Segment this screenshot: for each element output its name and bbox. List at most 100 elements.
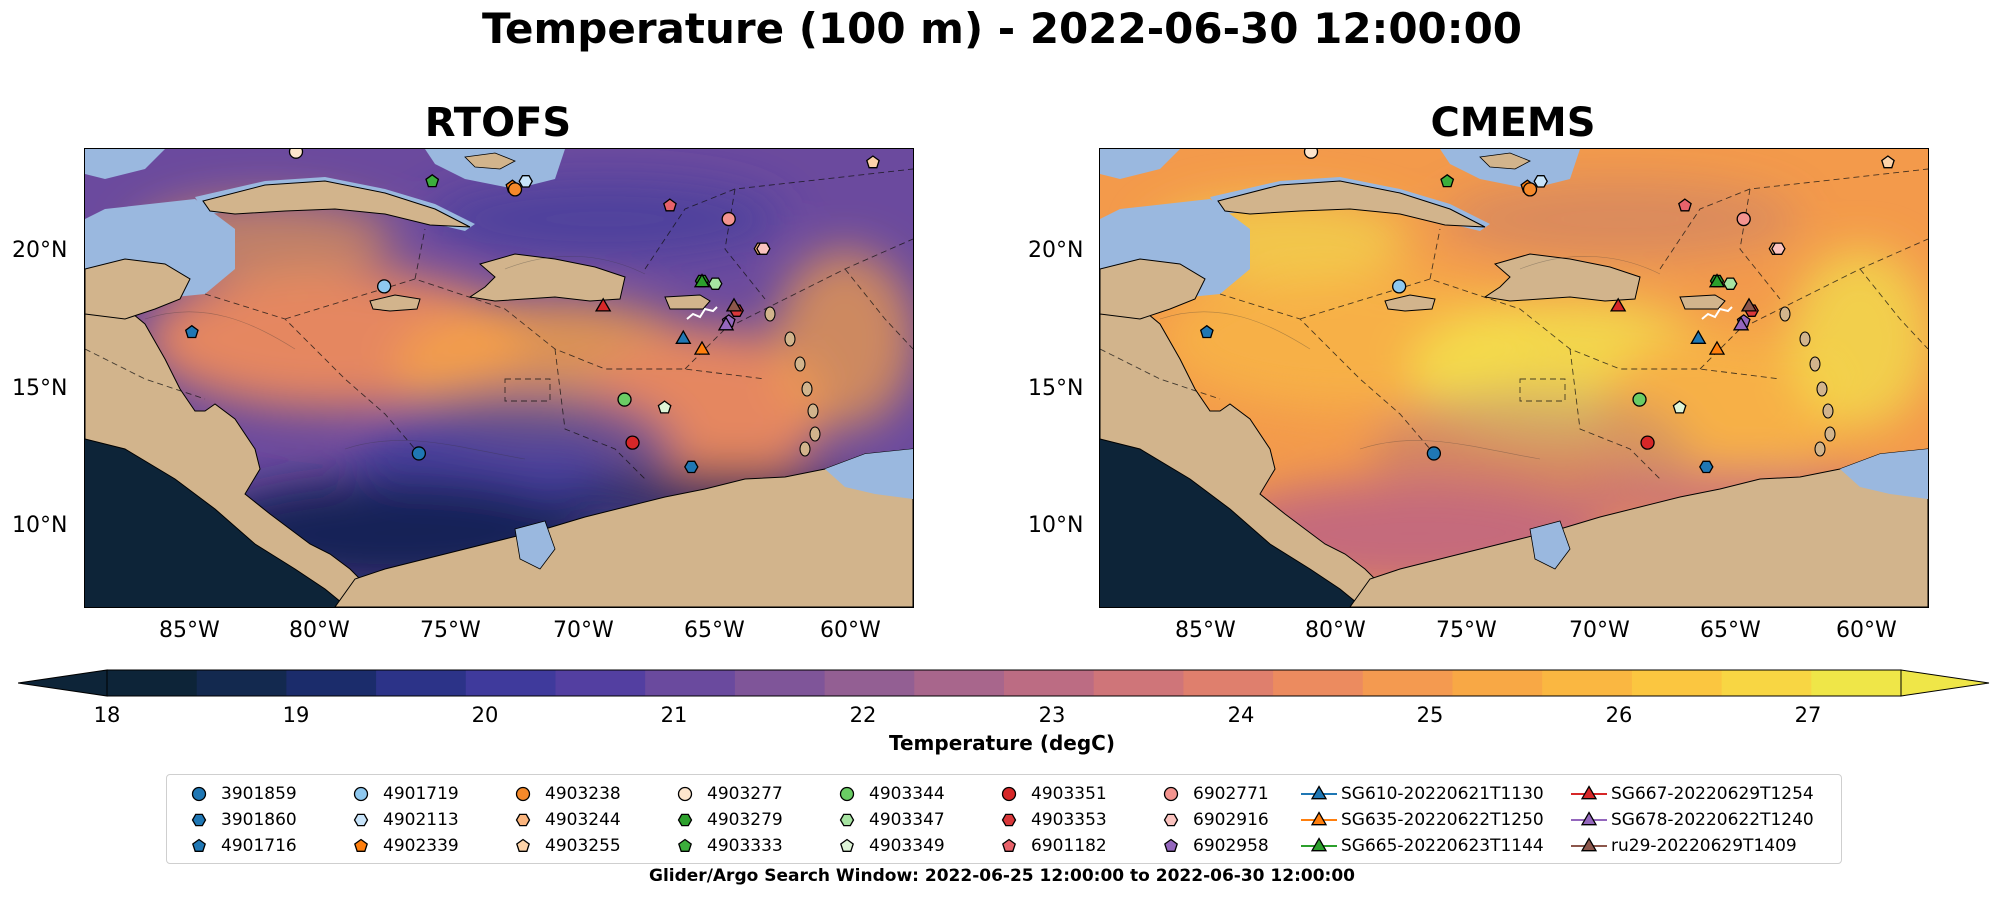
colorbar-tick-label: 22 [849,703,877,727]
lon-tick-label: 75°W [420,618,481,643]
float-marker [684,460,699,474]
triangle-marker-icon [1571,811,1607,826]
legend-item-label: 4903279 [707,810,783,830]
float-marker [1678,198,1692,212]
legend-item-label: 3901860 [221,810,297,830]
float-marker [518,175,533,188]
float-marker [1771,242,1786,255]
lat-tick-label: 15°N [12,376,68,401]
legend-item-label: 4903244 [545,810,621,830]
float-marker [1522,182,1538,197]
legend-item-label: 4902339 [383,836,459,856]
hexagon-marker-icon [1001,813,1017,827]
panel-title-rtofs: RTOFS [424,100,572,146]
hexagon-marker-icon [839,813,855,827]
float-marker [507,182,523,197]
lon-tick-label: 70°W [1569,618,1630,643]
lat-tick-label: 20°N [12,238,68,263]
triangle-marker-icon [1301,811,1337,826]
float-marker [1699,460,1714,474]
circle-marker-icon [839,786,855,802]
float-marker [1440,173,1455,188]
circle-marker-icon [677,786,693,802]
float-markers [1199,149,1895,474]
colorbar-tick-label: 19 [282,703,310,727]
hexagon-marker-icon [353,813,369,827]
pentagon-marker-icon [516,838,530,852]
legend-item-label: SG667-20220629T1254 [1611,784,1814,804]
panel-title-cmems: CMEMS [1430,100,1596,146]
float-marker [866,155,880,169]
float-marker [625,435,640,450]
legend: 3901859 3901860 4901716 4901719 4902113 49023… [166,774,1842,864]
search-window-caption: Glider/Argo Search Window: 2022-06-25 12… [649,866,1355,886]
pentagon-marker-icon [354,838,368,852]
lat-tick-label: 10°N [12,513,68,538]
float-marker [1199,324,1214,339]
legend-item-label: SG665-20220623T1144 [1341,836,1544,856]
float-marker [1640,435,1655,450]
colorbar-tick-label: 23 [1038,703,1066,727]
colorbar-tick-label: 25 [1416,703,1444,727]
lon-tick-label: 85°W [159,618,220,643]
float-marker [1426,446,1442,461]
pentagon-marker-icon [678,838,692,852]
triangle-marker-icon [1301,785,1337,800]
colorbar-tick-label: 24 [1227,703,1255,727]
legend-item-label: SG678-20220622T1240 [1611,810,1814,830]
triangle-marker-icon [1571,785,1607,800]
float-marker [1708,273,1726,288]
legend-item-label: 4901716 [221,836,297,856]
lon-tick-label: 65°W [684,618,745,643]
colorbar [17,668,1990,698]
legend-item-label: 4903349 [869,836,945,856]
hexagon-marker-icon [191,813,207,827]
legend-item-label: 4903238 [545,784,621,804]
legend-item-label: 6902958 [1193,836,1269,856]
float-marker [1391,279,1407,294]
lat-tick-label: 10°N [1028,513,1084,538]
lon-tick-label: 65°W [1700,618,1761,643]
legend-item-label: 4903277 [707,784,783,804]
float-marker [1723,277,1738,290]
float-marker [675,329,692,344]
legend-item-label: 6901182 [1031,836,1107,856]
float-marker [693,273,711,288]
legend-item-label: 6902916 [1193,810,1269,830]
float-marker [1736,211,1751,227]
map-panel-rtofs [84,148,914,608]
colorbar-tick-label: 26 [1605,703,1633,727]
colorbar-label: Temperature (degC) [889,731,1115,755]
pentagon-marker-icon [840,838,854,852]
triangle-marker-icon [1571,837,1607,852]
lon-tick-label: 60°W [820,618,881,643]
float-marker [184,324,199,339]
float-marker [657,400,672,414]
legend-item-label: 4903347 [869,810,945,830]
lon-tick-label: 70°W [553,618,614,643]
float-marker [617,392,632,407]
lon-tick-label: 60°W [1836,618,1897,643]
legend-item-label: SG610-20220621T1130 [1341,784,1544,804]
circle-marker-icon [353,786,369,802]
colorbar-tick-label: 18 [93,703,121,727]
float-marker [376,279,392,294]
circle-marker-icon [1163,786,1179,802]
legend-item-label: ru29-20220629T1409 [1611,836,1797,856]
circle-marker-icon [1001,786,1017,802]
legend-item-label: 4903351 [1031,784,1107,804]
colorbar-tick-label: 27 [1794,703,1822,727]
float-marker [1708,340,1726,355]
hexagon-marker-icon [677,813,693,827]
float-marker [1672,400,1687,414]
float-marker [1533,175,1548,188]
float-marker [1732,316,1750,331]
colorbar-tick-label: 21 [660,703,688,727]
float-marker [1881,155,1895,169]
map-panel-cmems [1099,148,1929,608]
pentagon-marker-icon [1002,838,1016,852]
legend-item-label: 4903344 [869,784,945,804]
float-marker [663,198,677,212]
legend-item-label: SG635-20220622T1250 [1341,810,1544,830]
legend-item-label: 4903255 [545,836,621,856]
